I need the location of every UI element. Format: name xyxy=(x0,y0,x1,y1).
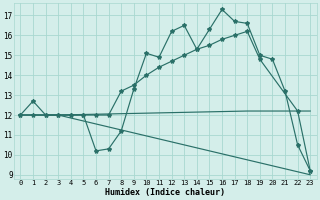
X-axis label: Humidex (Indice chaleur): Humidex (Indice chaleur) xyxy=(105,188,225,197)
